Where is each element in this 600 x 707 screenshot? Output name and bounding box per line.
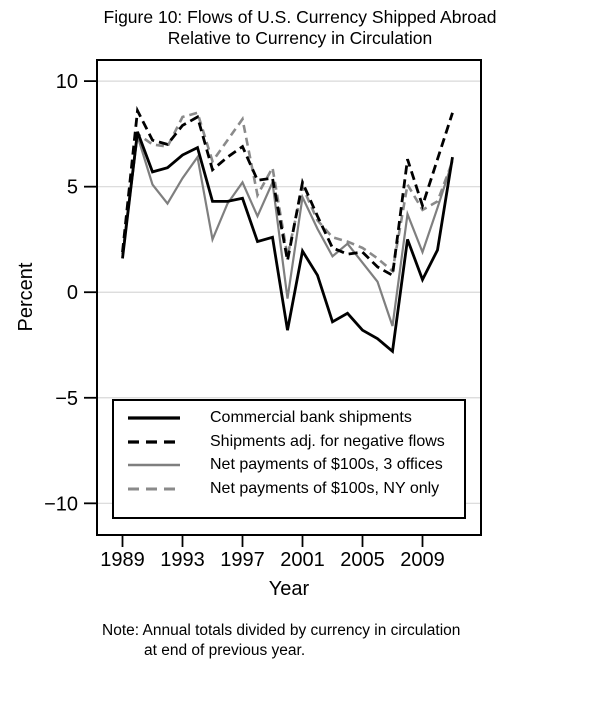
legend-line-sample [128, 464, 180, 467]
plot-border [96, 59, 482, 536]
y-tick-label: 0 [67, 282, 78, 304]
legend-line-sample [128, 440, 180, 444]
legend-label: Net payments of $100s, 3 offices [210, 456, 443, 474]
chart-title: Figure 10: Flows of U.S. Currency Shippe… [0, 7, 600, 49]
y-tick-label: 5 [67, 177, 78, 199]
note-line2: at end of previous year. [144, 642, 306, 659]
note-line1: Note: Annual totals divided by currency … [102, 622, 461, 639]
legend: Commercial bank shipments Shipments adj. … [112, 399, 466, 519]
legend-item-1: Shipments adj. for negative flows [128, 430, 458, 454]
chart-title-line2: Relative to Currency in Circulation [167, 28, 433, 48]
legend-item-0: Commercial bank shipments [128, 406, 458, 430]
x-tick-label: 1997 [220, 549, 265, 571]
chart-note: Note: Annual totals divided by currency … [102, 621, 460, 661]
legend-label: Shipments adj. for negative flows [210, 432, 445, 450]
y-tick-label: −10 [44, 493, 78, 515]
x-tick-label: 1989 [100, 549, 145, 571]
y-axis-title: Percent [15, 262, 37, 332]
legend-item-2: Net payments of $100s, 3 offices [128, 453, 458, 477]
y-tick-label: −5 [55, 388, 78, 410]
y-tick-label: 10 [56, 71, 78, 93]
legend-item-3: Net payments of $100s, NY only [128, 477, 458, 501]
legend-line-sample [128, 416, 180, 420]
series-line-2 [121, 135, 454, 327]
x-tick-label: 2001 [280, 549, 325, 571]
x-tick-label: 1993 [160, 549, 205, 571]
legend-line-sample [128, 487, 180, 491]
x-axis-title: Year [268, 578, 310, 600]
series-line-1 [121, 105, 454, 278]
legend-label: Commercial bank shipments [210, 409, 412, 426]
legend-label: Net payments of $100s, NY only [210, 480, 440, 498]
series-line-0 [121, 131, 454, 355]
x-tick-label: 2005 [340, 549, 385, 571]
chart-title-line1: Figure 10: Flows of U.S. Currency Shippe… [103, 7, 497, 27]
x-tick-label: 2009 [400, 549, 445, 571]
